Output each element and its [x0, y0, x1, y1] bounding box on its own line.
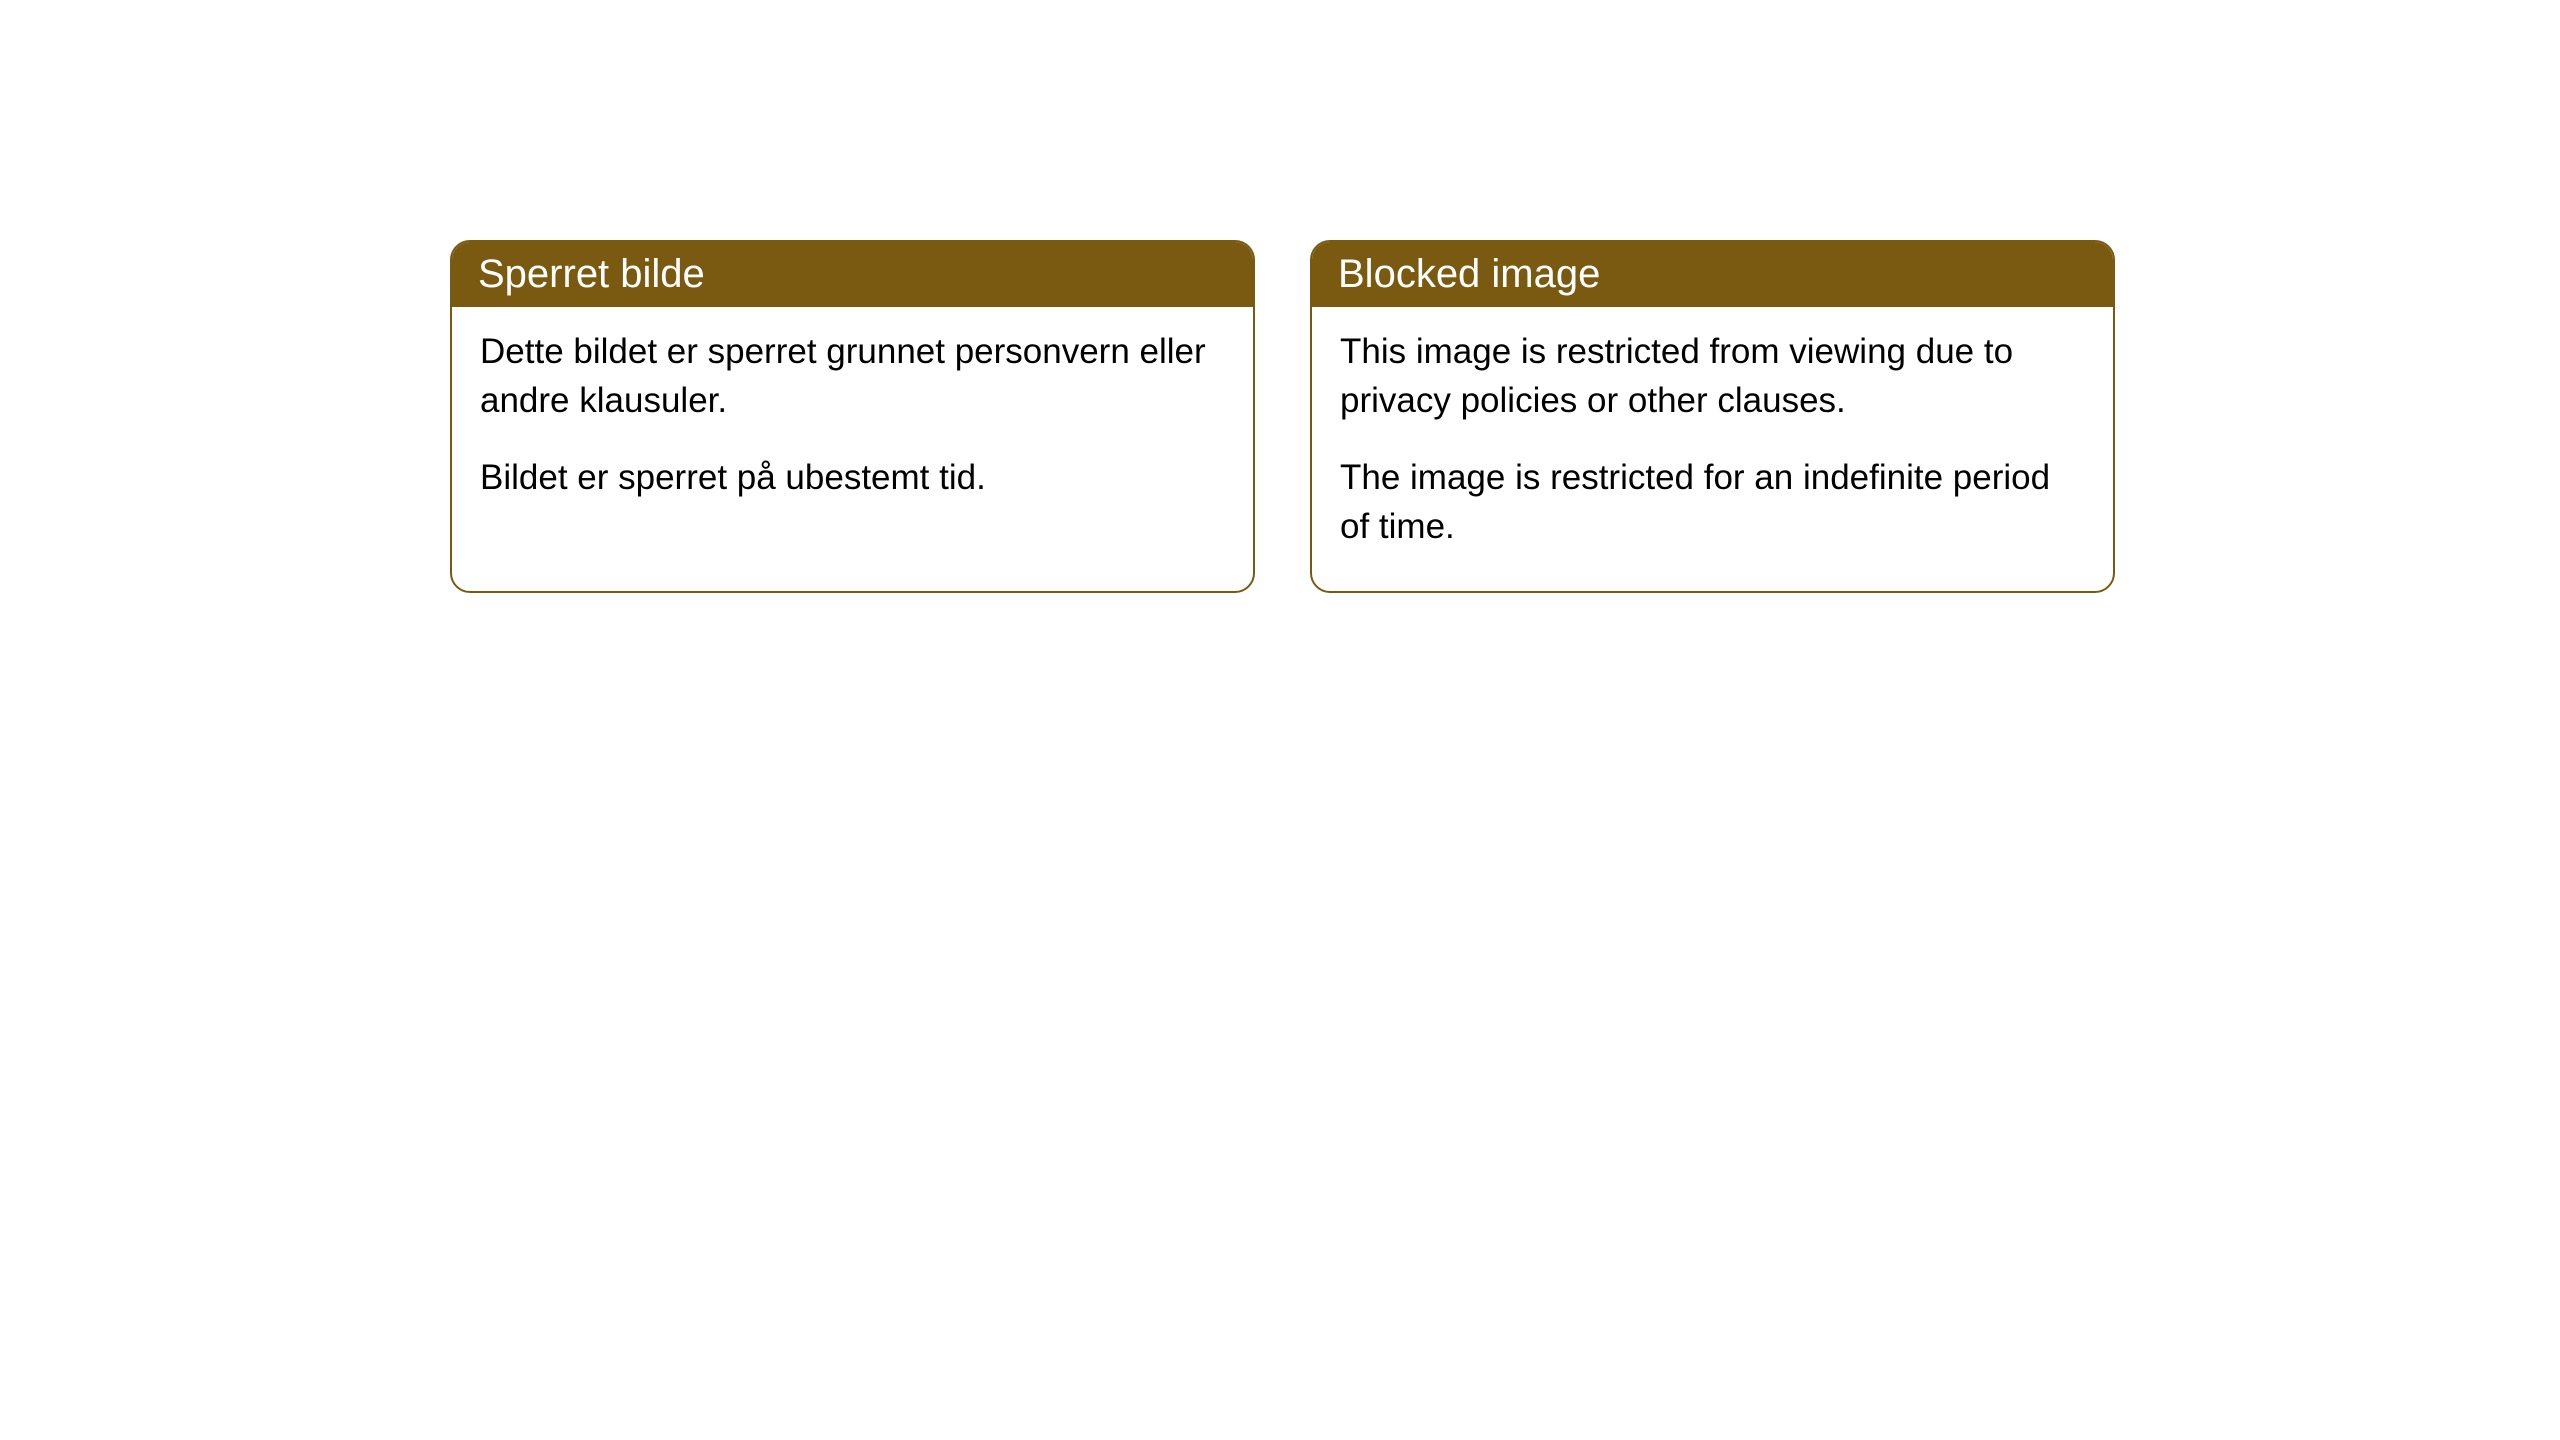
card-header: Blocked image — [1312, 242, 2113, 307]
card-paragraph: The image is restricted for an indefinit… — [1340, 453, 2085, 551]
card-paragraph: This image is restricted from viewing du… — [1340, 327, 2085, 425]
card-header: Sperret bilde — [452, 242, 1253, 307]
notice-cards-container: Sperret bilde Dette bildet er sperret gr… — [0, 0, 2560, 593]
card-body: This image is restricted from viewing du… — [1312, 307, 2113, 591]
card-title: Sperret bilde — [478, 252, 705, 296]
card-paragraph: Dette bildet er sperret grunnet personve… — [480, 327, 1225, 425]
card-paragraph: Bildet er sperret på ubestemt tid. — [480, 453, 1225, 502]
card-title: Blocked image — [1338, 252, 1600, 296]
notice-card-english: Blocked image This image is restricted f… — [1310, 240, 2115, 593]
notice-card-norwegian: Sperret bilde Dette bildet er sperret gr… — [450, 240, 1255, 593]
card-body: Dette bildet er sperret grunnet personve… — [452, 307, 1253, 542]
